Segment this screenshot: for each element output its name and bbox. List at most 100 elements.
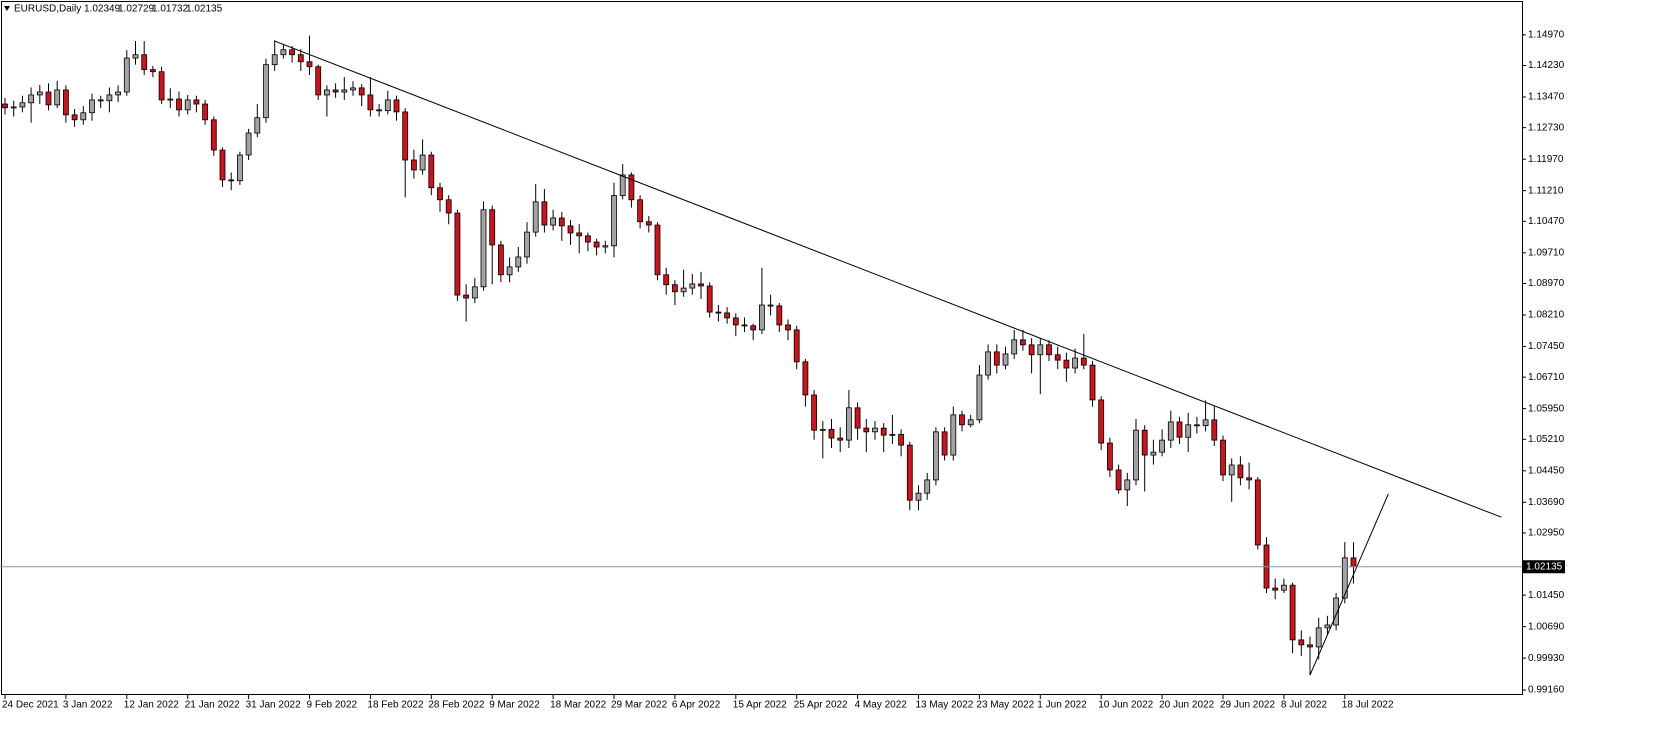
candle-body: [1089, 364, 1096, 401]
candle-body: [567, 225, 574, 234]
candle-body: [123, 57, 130, 93]
candle-body: [149, 69, 156, 73]
candle-body: [376, 109, 383, 112]
candle-body: [463, 294, 470, 299]
candle-body: [106, 94, 113, 102]
price-label-box: [1523, 560, 1565, 574]
candle-body: [672, 284, 678, 293]
candle-body: [367, 94, 374, 111]
candle-body: [54, 89, 61, 106]
candle-body: [202, 103, 209, 121]
candle-body: [210, 119, 217, 151]
candle-body: [793, 329, 800, 363]
candle-body: [36, 91, 43, 96]
candle-body: [384, 99, 391, 112]
y-tick-label: 1.05210: [1528, 434, 1565, 445]
candle-body: [1167, 421, 1174, 441]
candle-body: [993, 351, 1000, 366]
y-tick-label: 0.99930: [1528, 653, 1565, 664]
price-label: 1.02135: [1526, 561, 1563, 572]
candle-body: [497, 244, 504, 276]
candle-body: [1211, 419, 1218, 441]
header-low: 1.01732: [152, 4, 189, 15]
candle-body: [228, 179, 235, 182]
candle-body: [1020, 339, 1026, 346]
candle-body: [167, 98, 174, 101]
candle-body: [419, 154, 426, 171]
candle-body: [184, 99, 191, 111]
candle-body: [1237, 464, 1244, 479]
candle-body: [219, 149, 226, 181]
candle-body: [410, 159, 417, 171]
candle-body: [471, 286, 478, 299]
candle-body: [132, 54, 139, 59]
menu-arrow[interactable]: [4, 6, 10, 11]
candle-body: [1289, 584, 1296, 641]
candle-body: [1002, 353, 1009, 366]
candle-body: [306, 61, 313, 68]
candle-body: [828, 428, 835, 439]
candle-body: [698, 283, 704, 287]
candle-body: [680, 287, 687, 293]
x-tick-label: 18 Jul 2022: [1342, 700, 1394, 711]
candle-body: [785, 324, 791, 331]
trendline: [274, 40, 1502, 518]
candle-body: [846, 407, 852, 441]
y-tick-label: 1.03690: [1528, 497, 1565, 508]
candle-body: [611, 195, 617, 247]
candle-body: [1107, 442, 1113, 471]
candle-body: [541, 201, 548, 226]
y-tick-label: 1.04450: [1528, 465, 1565, 476]
candle-body: [315, 66, 322, 96]
y-tick-label: 1.10470: [1528, 216, 1565, 227]
candle-body: [158, 71, 165, 101]
candle-body: [724, 312, 730, 319]
candle-body: [176, 98, 182, 111]
candle-body: [89, 99, 95, 114]
x-tick-label: 9 Feb 2022: [307, 700, 358, 711]
candle-body: [1307, 644, 1313, 648]
trendline: [1309, 493, 1389, 676]
candle-body: [863, 427, 870, 433]
x-tick-label: 9 Mar 2022: [489, 700, 540, 711]
candle-body: [628, 174, 635, 201]
candle-body: [880, 427, 887, 436]
y-tick-label: 1.02950: [1528, 528, 1565, 539]
candle-body: [1054, 354, 1061, 361]
candle-body: [1150, 451, 1157, 456]
candle-body: [1141, 429, 1148, 456]
candle-body: [454, 212, 461, 296]
x-tick-label: 12 Jan 2022: [124, 700, 179, 711]
x-tick-label: 23 May 2022: [976, 700, 1034, 711]
candle-body: [323, 89, 330, 96]
candle-body: [1202, 419, 1209, 427]
x-tick-label: 13 May 2022: [916, 700, 974, 711]
candle-body: [97, 99, 104, 102]
x-tick-label: 18 Feb 2022: [367, 700, 424, 711]
candle-body: [245, 132, 252, 156]
candle-body: [1194, 424, 1200, 427]
candle-body: [1324, 624, 1331, 629]
candle-body: [933, 431, 939, 481]
x-tick-label: 31 Jan 2022: [246, 700, 301, 711]
candle-body: [63, 89, 69, 116]
candle-body: [585, 235, 591, 243]
candle-body: [1028, 344, 1035, 356]
candle-body: [1046, 344, 1052, 356]
candle-body: [524, 231, 530, 258]
candle-body: [1333, 597, 1339, 626]
y-tick-label: 1.07450: [1528, 341, 1565, 352]
x-tick-label: 28 Feb 2022: [428, 700, 485, 711]
y-tick-label: 1.14230: [1528, 60, 1565, 71]
candle-body: [358, 87, 365, 96]
x-tick-label: 21 Jan 2022: [185, 700, 240, 711]
candle-body: [759, 304, 765, 331]
candle-body: [402, 111, 409, 161]
candle-body: [706, 285, 713, 313]
y-tick-label: 1.09710: [1528, 247, 1565, 258]
candle-body: [732, 317, 739, 326]
y-tick-label: 1.06710: [1528, 372, 1565, 383]
candle-body: [924, 479, 931, 494]
